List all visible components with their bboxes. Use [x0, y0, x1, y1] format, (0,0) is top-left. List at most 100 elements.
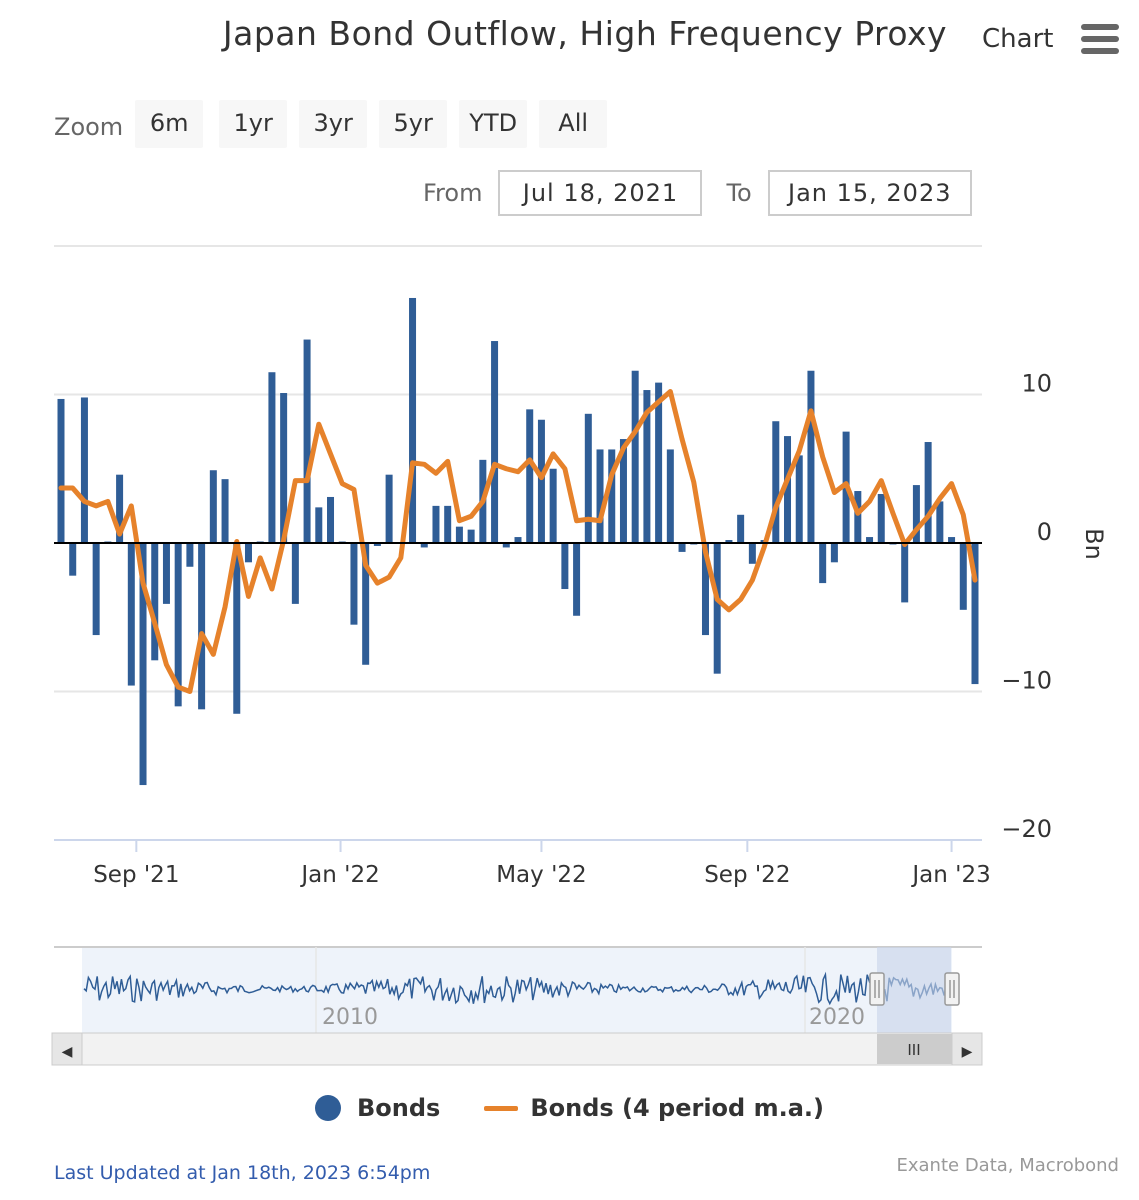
bonds-bar — [866, 537, 874, 543]
bonds-bar — [432, 505, 440, 543]
range-to-input[interactable]: Jan 15, 2023 — [767, 170, 972, 216]
x-tick-label: Sep '21 — [93, 862, 179, 888]
bonds-bar — [912, 485, 920, 543]
bonds-bar — [573, 543, 581, 616]
bonds-bar — [127, 543, 135, 686]
bonds-bar — [772, 421, 780, 543]
range-from-input[interactable]: Jul 18, 2021 — [498, 170, 703, 216]
bonds-bar — [268, 372, 276, 543]
bonds-bar — [713, 543, 721, 674]
zoom-6m-button[interactable]: 6m — [135, 100, 204, 148]
chart-menu-label[interactable]: Chart — [982, 24, 1054, 54]
bonds-bar — [291, 543, 299, 604]
navigator[interactable]: 2010 2020 ◀ III ▶ — [51, 946, 983, 1066]
x-tick-label: Sep '22 — [704, 862, 790, 888]
bonds-bar — [373, 543, 381, 546]
bonds-bar — [666, 449, 674, 543]
y-tick-label: 10 — [1021, 370, 1052, 398]
navigator-tick-label: 2010 — [322, 1005, 378, 1030]
bonds-bar — [854, 491, 862, 543]
zoom-1yr-button[interactable]: 1yr — [219, 100, 288, 148]
bonds-bar — [491, 341, 499, 543]
bonds-bar — [209, 470, 217, 543]
y-gridlines — [54, 245, 982, 693]
bonds-bar — [455, 526, 463, 543]
bonds-bar-series — [57, 297, 979, 786]
legend-bonds-symbol — [314, 1095, 341, 1121]
navigator-tick-label: 2020 — [809, 1005, 865, 1030]
zoom-5yr-button[interactable]: 5yr — [379, 100, 448, 148]
legend: Bonds Bonds (4 period m.a.) — [0, 1094, 1139, 1122]
bonds-ma-line — [58, 389, 978, 694]
zoom-selector: Zoom 6m 1yr 3yr 5yr YTD All — [54, 100, 619, 148]
bonds-bar — [92, 543, 100, 636]
chart-menu[interactable]: Chart — [982, 24, 1120, 54]
bonds-bar — [948, 537, 956, 543]
range-from-label: From — [423, 179, 483, 207]
y-tick-label: −10 — [1001, 667, 1052, 695]
y-axis-ticks: −20 −10 0 10 — [1001, 370, 1052, 844]
scrollbar-thumb[interactable] — [877, 1034, 952, 1064]
range-to-label: To — [726, 179, 752, 207]
bonds-bar — [409, 297, 417, 543]
bonds-bar — [151, 543, 159, 661]
bonds-bar — [244, 543, 252, 563]
bonds-bar — [678, 543, 686, 552]
x-axis-ticks: Sep '21 Jan '22 May '22 Sep '22 Jan '23 — [93, 840, 991, 888]
bonds-bar — [467, 529, 475, 543]
bonds-bar — [526, 409, 534, 543]
bonds-bar — [877, 493, 885, 543]
navigator-selected-range — [877, 947, 951, 1033]
bonds-bar — [901, 543, 909, 603]
x-tick-label: May '22 — [496, 862, 586, 888]
scrollbar-left-button — [51, 1032, 83, 1066]
bonds-bar — [233, 543, 241, 714]
zoom-3yr-button[interactable]: 3yr — [299, 100, 368, 148]
legend-item-bonds-ma[interactable]: Bonds (4 period m.a.) — [484, 1094, 824, 1122]
bonds-bar — [162, 543, 170, 604]
navigator-left-handle[interactable] — [869, 972, 885, 1006]
bonds-bar — [69, 543, 77, 576]
scrollbar-track[interactable] — [51, 1032, 983, 1066]
bonds-bar — [315, 507, 323, 543]
bonds-bar — [514, 537, 522, 543]
bonds-bar — [631, 370, 639, 543]
scroll-right-arrow-icon[interactable]: ▶ — [962, 1044, 973, 1060]
bonds-bar — [362, 543, 370, 665]
scroll-left-arrow-icon[interactable]: ◀ — [62, 1044, 73, 1060]
hamburger-menu-icon[interactable] — [1081, 24, 1120, 54]
bonds-bar — [139, 543, 147, 786]
bonds-bar — [420, 543, 428, 548]
last-updated: Last Updated at Jan 18th, 2023 6:54pm — [54, 1162, 431, 1184]
credits[interactable]: Exante Data, Macrobond — [896, 1155, 1120, 1176]
bonds-bar — [280, 393, 288, 543]
bonds-bar — [701, 543, 709, 636]
bonds-bar — [198, 543, 206, 710]
navigator-right-handle[interactable] — [944, 972, 960, 1006]
bonds-bar — [655, 382, 663, 543]
zoom-label: Zoom — [54, 113, 124, 141]
bonds-bar — [444, 505, 452, 543]
bonds-bar — [584, 413, 592, 543]
bonds-bar — [350, 543, 358, 625]
bonds-bar — [116, 474, 124, 543]
legend-item-bonds[interactable]: Bonds — [314, 1094, 440, 1122]
bonds-bar — [784, 436, 792, 543]
bonds-bar — [186, 543, 194, 567]
zoom-ytd-button[interactable]: YTD — [459, 100, 528, 148]
bonds-bar — [221, 479, 229, 543]
bonds-bar — [385, 474, 393, 543]
y-tick-label: 0 — [1037, 518, 1052, 546]
bonds-bar — [57, 398, 65, 543]
scrollbar-grip-icon: III — [907, 1041, 920, 1059]
zoom-all-button[interactable]: All — [539, 100, 608, 148]
bonds-bar — [303, 339, 311, 543]
bonds-bar — [795, 455, 803, 543]
bonds-bar — [737, 514, 745, 543]
navigator-background — [82, 947, 952, 1033]
bonds-bar — [819, 543, 827, 584]
bonds-bar — [596, 449, 604, 543]
navigator-series-line — [83, 971, 948, 1006]
bonds-bar — [971, 543, 979, 685]
